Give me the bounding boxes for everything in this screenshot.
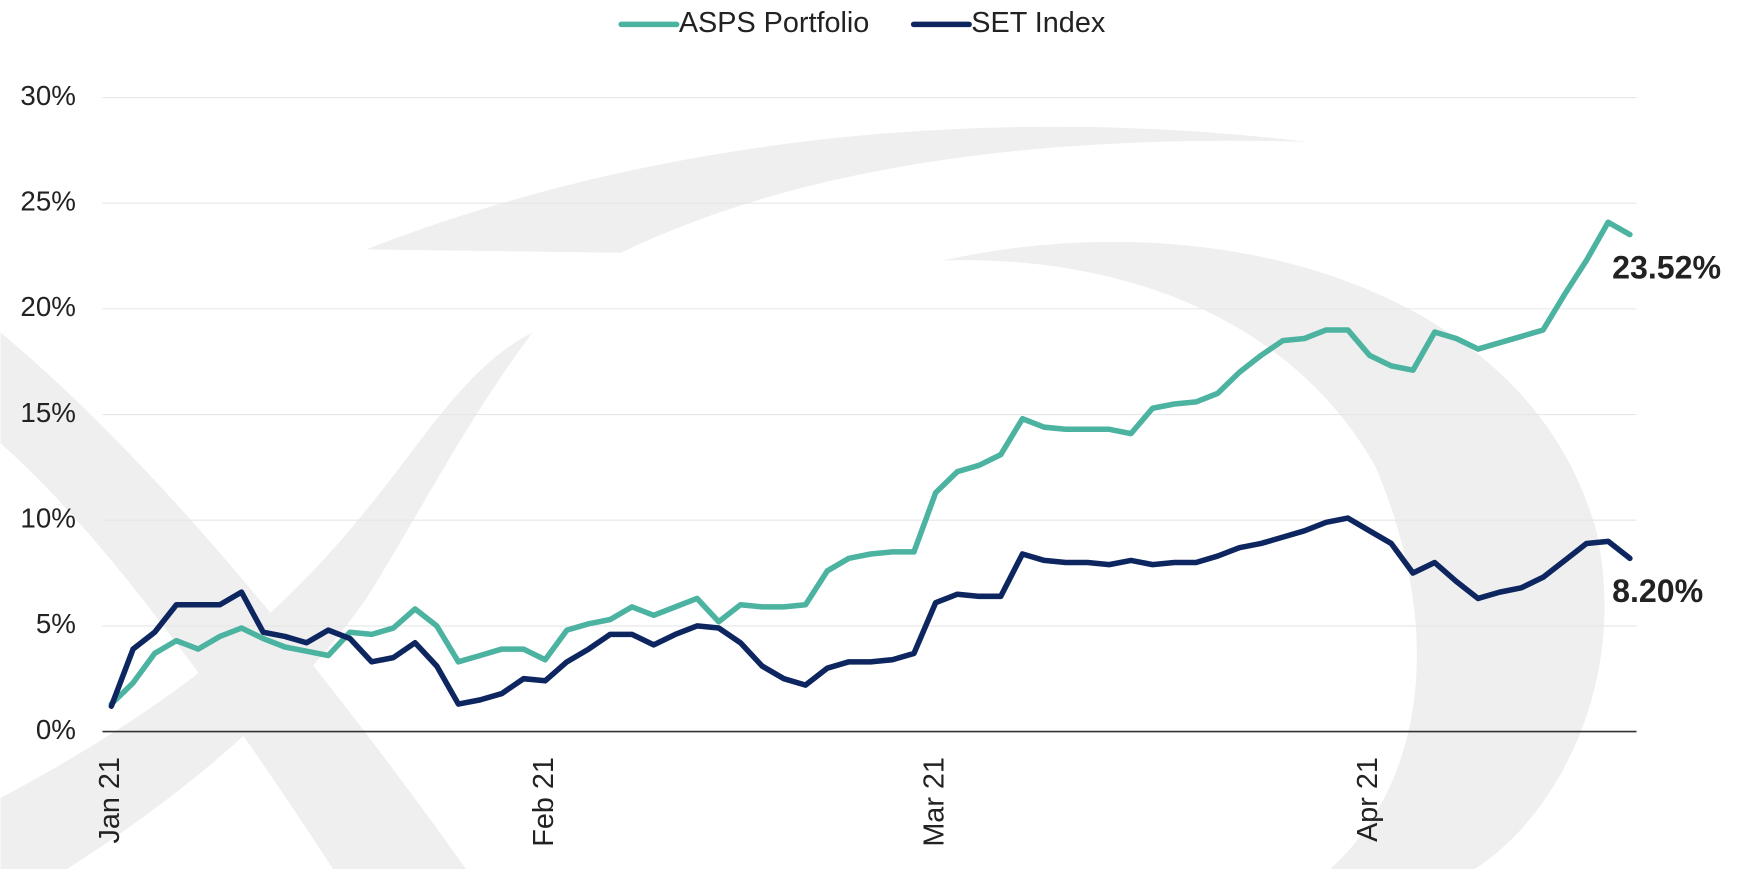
value-label: 23.52% (1612, 249, 1721, 285)
y-tick-label: 30% (20, 80, 75, 111)
value-label: 8.20% (1612, 573, 1703, 609)
y-tick-label: 25% (20, 186, 75, 217)
x-tick-label: Feb 21 (528, 757, 560, 847)
legend-label: SET Index (971, 7, 1106, 39)
y-tick-label: 10% (20, 503, 75, 534)
y-tick-label: 0% (36, 714, 76, 745)
series-line (108, 515, 1633, 709)
x-tick-label: Mar 21 (918, 757, 950, 847)
legend-label: ASPS Portfolio (679, 7, 869, 39)
legend: ASPS Portfolio SET Index (618, 7, 1106, 39)
y-tick-label: 5% (36, 608, 76, 639)
y-tick-label: 15% (20, 397, 75, 428)
series-line (108, 219, 1633, 707)
x-tick-label: Apr 21 (1352, 757, 1384, 842)
y-tick-label: 20% (20, 291, 75, 322)
plot-area: 0% 5% 10% 15% 20% 25% 30% Jan 21 Feb 21 Mar 21 Apr… (20, 80, 1721, 847)
watermark (0, 126, 1605, 869)
x-tick-label: Jan 21 (94, 757, 126, 843)
